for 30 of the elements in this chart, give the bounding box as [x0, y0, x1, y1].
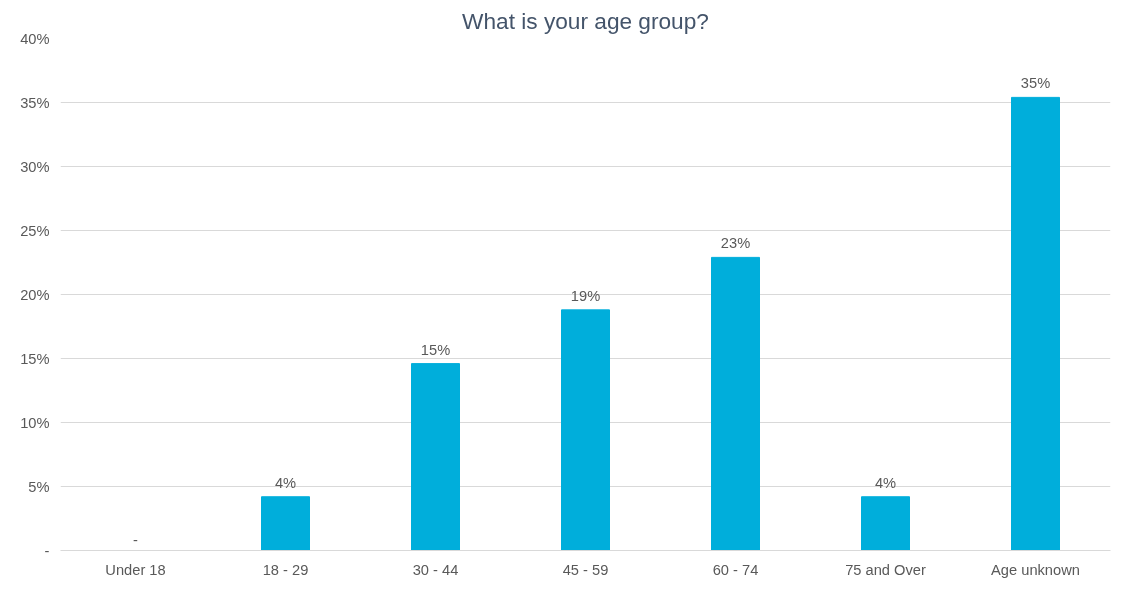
x-tick-label: 45 - 59	[562, 561, 609, 578]
x-tick-label: 75 and Over	[845, 561, 926, 578]
y-tick-label: 25%	[20, 222, 50, 239]
bar	[561, 309, 610, 551]
data-label: 4%	[874, 474, 897, 491]
x-tick-label: Age unknown	[991, 561, 1080, 578]
y-tick-label: 35%	[20, 94, 50, 111]
bar	[1011, 96, 1060, 551]
bar	[861, 496, 910, 551]
data-label: 19%	[570, 287, 601, 304]
y-tick-label: -	[44, 542, 50, 559]
data-label: -	[133, 531, 139, 548]
x-tick-label: 60 - 74	[712, 561, 759, 578]
x-tick-label: Under 18	[105, 561, 166, 578]
y-tick-label: 10%	[20, 414, 50, 431]
bar	[711, 256, 760, 551]
chart-title: What is your age group?	[462, 7, 709, 34]
y-tick-label: 40%	[20, 30, 50, 47]
data-label: 23%	[720, 235, 751, 252]
bar	[261, 496, 310, 551]
x-tick-label: 30 - 44	[412, 561, 459, 578]
y-tick-label: 15%	[20, 350, 50, 367]
y-tick-label: 20%	[20, 286, 50, 303]
data-label: 15%	[420, 341, 451, 358]
data-label: 4%	[274, 474, 297, 491]
y-tick-label: 5%	[28, 478, 50, 495]
bar	[411, 363, 460, 551]
y-tick-label: 30%	[20, 158, 50, 175]
data-label: 35%	[1020, 75, 1051, 92]
x-tick-label: 18 - 29	[262, 561, 309, 578]
